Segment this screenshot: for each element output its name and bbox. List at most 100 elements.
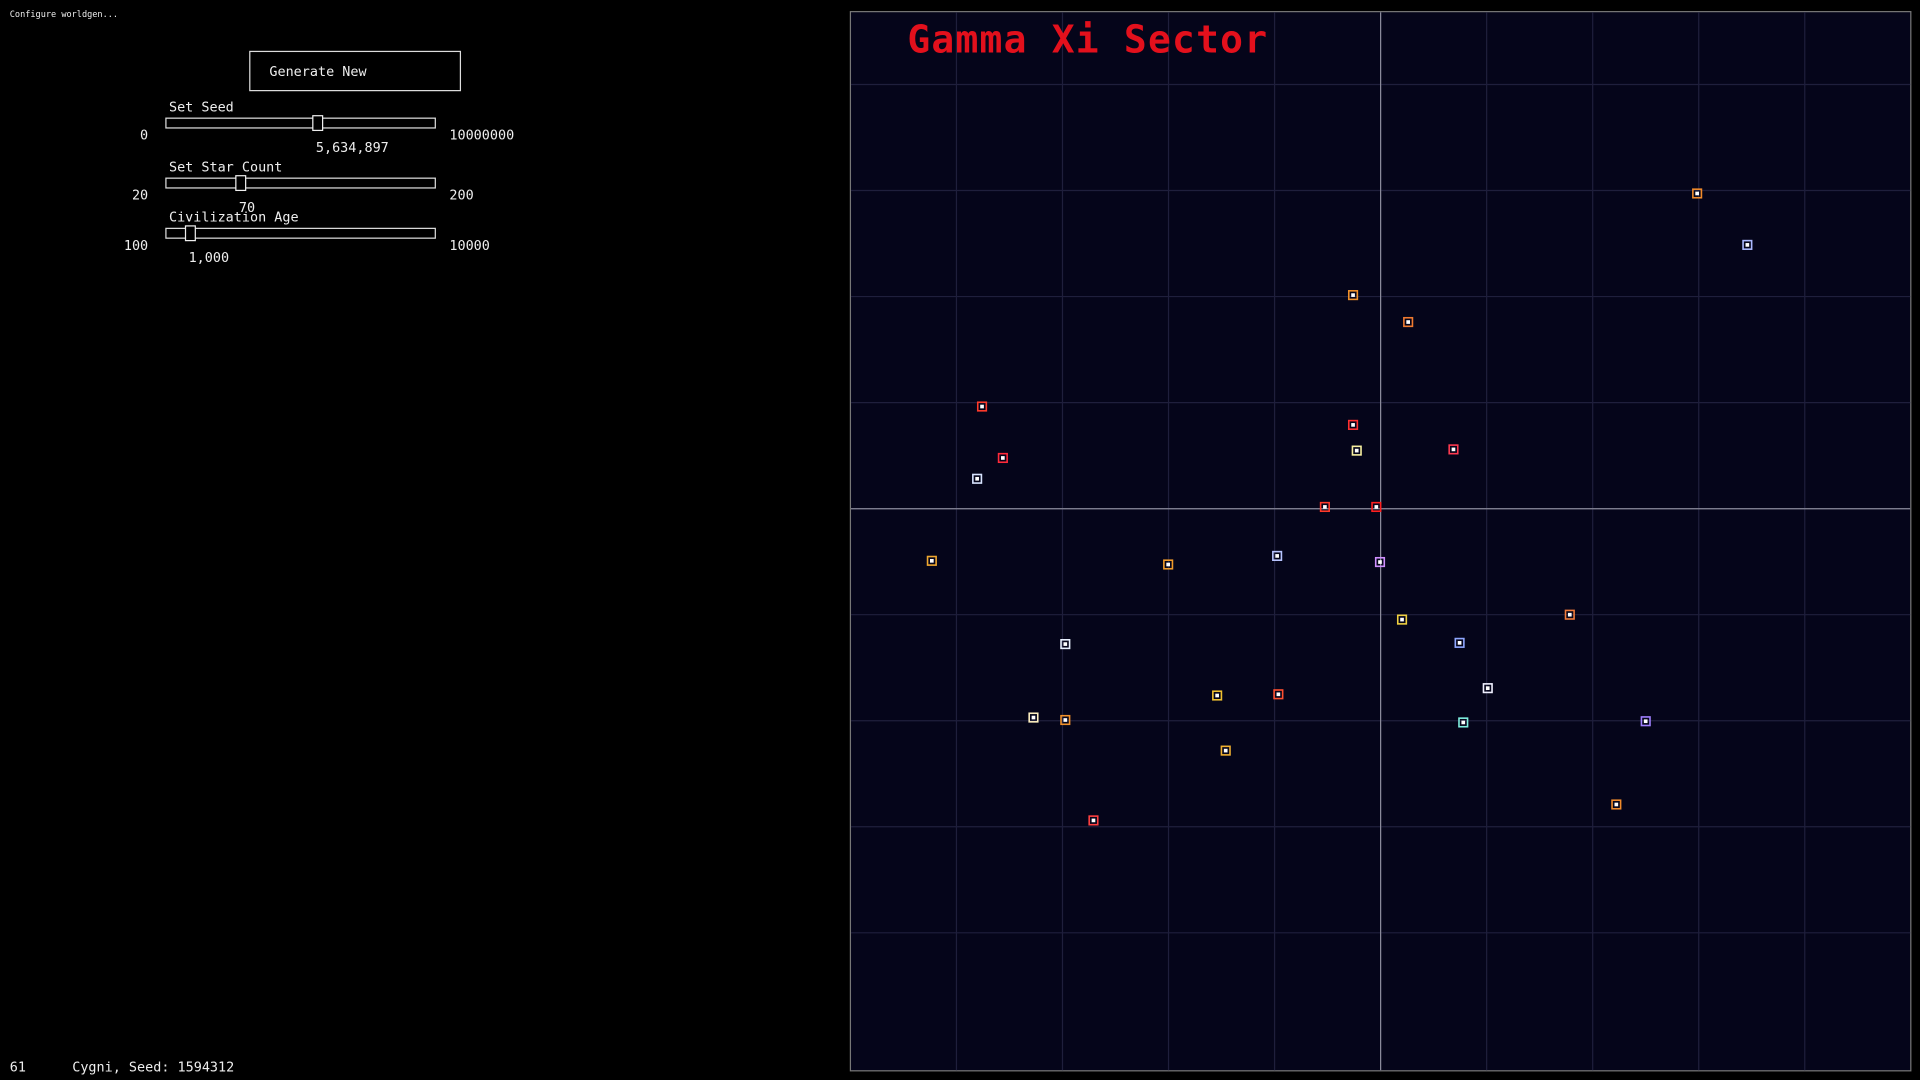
star-frame[interactable] bbox=[1351, 445, 1362, 456]
slider-thumb[interactable] bbox=[235, 175, 247, 192]
button-label[interactable]: Generate New bbox=[269, 65, 367, 80]
star-core[interactable] bbox=[1351, 423, 1355, 427]
slider-thumb[interactable] bbox=[312, 115, 324, 132]
star-core[interactable] bbox=[1031, 715, 1036, 720]
star[interactable] bbox=[1319, 501, 1330, 513]
star-core[interactable] bbox=[1323, 505, 1327, 509]
star[interactable] bbox=[1351, 445, 1362, 456]
star-frame[interactable] bbox=[1272, 550, 1283, 561]
star[interactable] bbox=[1272, 550, 1283, 561]
star[interactable] bbox=[1088, 815, 1099, 826]
star[interactable] bbox=[1273, 689, 1284, 700]
button-frame[interactable] bbox=[249, 50, 462, 92]
star-core[interactable] bbox=[1461, 720, 1466, 725]
star[interactable] bbox=[1396, 614, 1408, 625]
star-core[interactable] bbox=[1091, 818, 1096, 823]
star-frame[interactable] bbox=[1060, 714, 1071, 726]
star[interactable] bbox=[1458, 717, 1469, 728]
star[interactable] bbox=[1212, 690, 1223, 701]
star-core[interactable] bbox=[1275, 554, 1279, 558]
star[interactable] bbox=[1564, 609, 1575, 620]
star-core[interactable] bbox=[1215, 693, 1219, 698]
star[interactable] bbox=[1347, 419, 1359, 430]
star-core[interactable] bbox=[975, 476, 979, 481]
star-core[interactable] bbox=[1567, 612, 1572, 617]
star-core[interactable] bbox=[1451, 447, 1456, 452]
star[interactable] bbox=[1448, 444, 1459, 455]
star-core[interactable] bbox=[1063, 718, 1068, 722]
star[interactable] bbox=[976, 401, 988, 412]
star-core[interactable] bbox=[1378, 560, 1382, 564]
star-core[interactable] bbox=[1400, 617, 1404, 622]
slider-thumb[interactable] bbox=[184, 225, 196, 242]
star[interactable] bbox=[1060, 714, 1071, 726]
star[interactable] bbox=[1742, 239, 1753, 250]
star-core[interactable] bbox=[1374, 505, 1379, 509]
star-core[interactable] bbox=[1695, 191, 1699, 196]
star-frame[interactable] bbox=[1028, 712, 1039, 723]
star-core[interactable] bbox=[1485, 686, 1490, 690]
star-frame[interactable] bbox=[1319, 501, 1330, 513]
star-frame[interactable] bbox=[1564, 609, 1575, 620]
star-frame[interactable] bbox=[1396, 614, 1408, 625]
star-frame[interactable] bbox=[1371, 501, 1382, 513]
slider-track[interactable] bbox=[165, 117, 436, 129]
star[interactable] bbox=[926, 555, 937, 566]
generate-button[interactable]: Generate New bbox=[249, 50, 462, 92]
star[interactable] bbox=[1163, 559, 1174, 570]
star[interactable] bbox=[972, 473, 983, 484]
star-frame[interactable] bbox=[976, 401, 988, 412]
star[interactable] bbox=[1028, 712, 1039, 723]
star-frame[interactable] bbox=[1611, 799, 1622, 810]
star-frame[interactable] bbox=[1692, 188, 1703, 199]
star-core[interactable] bbox=[1276, 692, 1281, 697]
star[interactable] bbox=[1403, 316, 1414, 328]
star[interactable] bbox=[1347, 290, 1359, 301]
star-frame[interactable] bbox=[1273, 689, 1284, 700]
star[interactable] bbox=[1692, 188, 1703, 199]
star-frame[interactable] bbox=[1347, 290, 1359, 301]
star-core[interactable] bbox=[1643, 719, 1648, 724]
star[interactable] bbox=[1371, 501, 1382, 513]
star-core[interactable] bbox=[1351, 293, 1355, 297]
star[interactable] bbox=[1220, 745, 1231, 756]
star-frame[interactable] bbox=[926, 555, 937, 566]
star-core[interactable] bbox=[1457, 641, 1462, 645]
star-core[interactable] bbox=[1614, 802, 1619, 807]
star-frame[interactable] bbox=[1458, 717, 1469, 728]
star-core[interactable] bbox=[930, 558, 934, 563]
star-frame[interactable] bbox=[1212, 690, 1223, 701]
star-frame[interactable] bbox=[1448, 444, 1459, 455]
star-frame[interactable] bbox=[1454, 637, 1465, 648]
star[interactable] bbox=[1060, 639, 1071, 650]
star[interactable] bbox=[1374, 556, 1386, 568]
star-frame[interactable] bbox=[1374, 556, 1386, 568]
slider-max: 10000 bbox=[449, 239, 490, 254]
star[interactable] bbox=[1611, 799, 1622, 810]
star-frame[interactable] bbox=[1163, 559, 1174, 570]
star-frame[interactable] bbox=[1088, 815, 1099, 826]
star-frame[interactable] bbox=[1482, 683, 1493, 694]
star-frame[interactable] bbox=[1640, 716, 1651, 727]
star-core[interactable] bbox=[1223, 748, 1228, 753]
star-core[interactable] bbox=[1406, 320, 1410, 324]
star-frame[interactable] bbox=[1060, 639, 1071, 650]
star[interactable] bbox=[997, 452, 1008, 464]
star-core[interactable] bbox=[1745, 243, 1750, 247]
star[interactable] bbox=[1454, 637, 1465, 648]
star[interactable] bbox=[1640, 716, 1651, 727]
slider-track[interactable] bbox=[165, 227, 436, 239]
star-core[interactable] bbox=[1063, 642, 1068, 646]
star-frame[interactable] bbox=[1742, 239, 1753, 250]
star-frame[interactable] bbox=[1403, 316, 1414, 328]
star-core[interactable] bbox=[1354, 448, 1359, 453]
star-core[interactable] bbox=[1001, 456, 1005, 460]
star-core[interactable] bbox=[1166, 562, 1170, 567]
star-frame[interactable] bbox=[1220, 745, 1231, 756]
star-core[interactable] bbox=[980, 404, 984, 409]
star-frame[interactable] bbox=[997, 452, 1008, 464]
slider-track[interactable] bbox=[165, 177, 436, 189]
star[interactable] bbox=[1482, 683, 1493, 694]
star-frame[interactable] bbox=[972, 473, 983, 484]
star-frame[interactable] bbox=[1347, 419, 1359, 430]
